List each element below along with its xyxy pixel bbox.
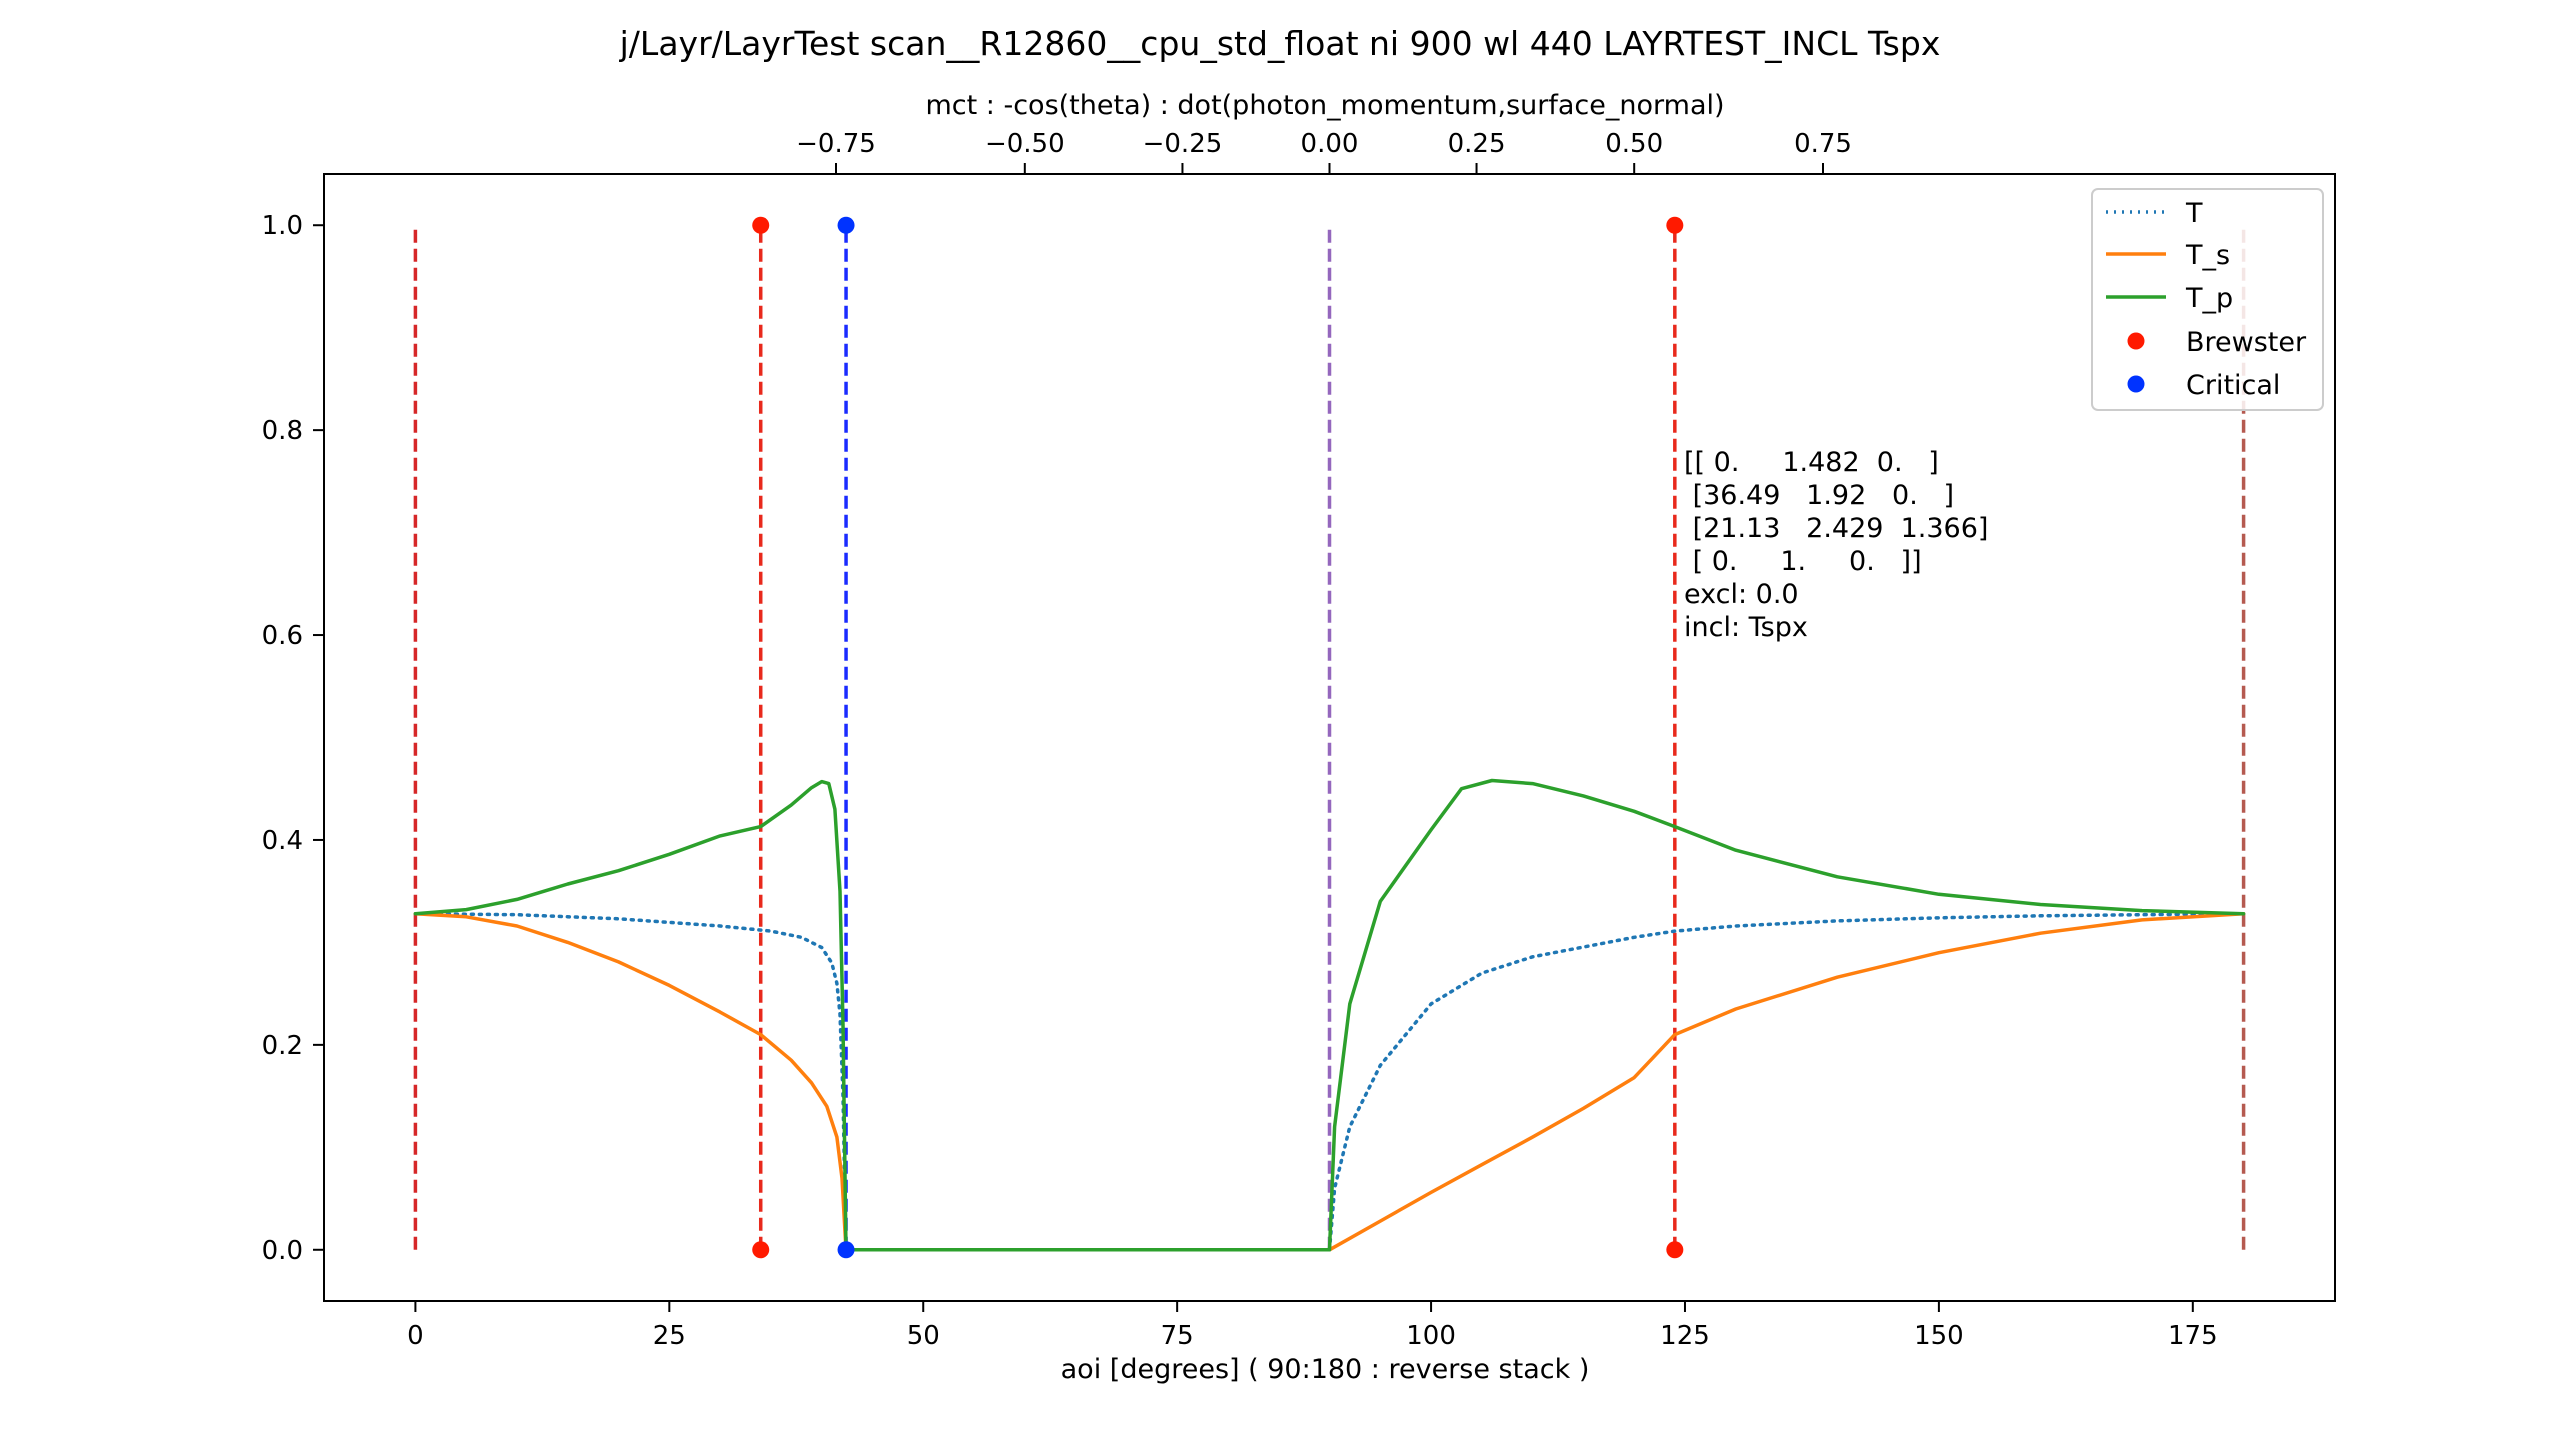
top-tick-label: 0.75 — [1794, 129, 1852, 159]
top-tick-label: 0.00 — [1301, 129, 1359, 159]
y-tick-label: 0.0 — [262, 1236, 303, 1266]
y-tick-label: 0.6 — [262, 621, 303, 651]
legend-frame — [2091, 188, 2324, 411]
legend-marker-critical — [2127, 375, 2145, 393]
brewster-point-2 — [1666, 216, 1684, 234]
critical-point-0 — [837, 216, 855, 234]
chart-title: j/Layr/LayrTest scan__R12860__cpu_std_fl… — [619, 24, 1941, 63]
series-line-t — [413, 911, 2246, 1252]
y-tick-label: 0.2 — [262, 1031, 303, 1061]
annotation-line-0: [[ 0. 1.482 0. ] — [1684, 447, 1939, 478]
legend: T T_s T_p Brewster Critical — [2091, 188, 2324, 411]
y-tick-label: 0.4 — [262, 826, 303, 856]
x-tick-label: 50 — [907, 1321, 940, 1351]
legend-label: Critical — [2186, 370, 2280, 401]
annotation-line-4: excl: 0.0 — [1684, 579, 1799, 610]
brewster-point-3 — [1666, 1241, 1684, 1259]
annotation-box: [[ 0. 1.482 0. ] [36.49 1.92 0. ] [21.13… — [1684, 447, 1988, 643]
y-tick-label: 0.8 — [262, 416, 303, 446]
plot-area — [413, 216, 2246, 1259]
legend-label: T_s — [2185, 240, 2230, 271]
top-tick-label: −0.75 — [796, 129, 876, 159]
y-tick-label: 1.0 — [262, 211, 303, 241]
x-tick-label: 25 — [653, 1321, 686, 1351]
legend-marker-brewster — [2127, 332, 2145, 350]
axes: 0 25 50 75 100 125 150 175 0.0 0.2 0.4 0.6 0.8 1.0 −0.… — [262, 129, 2336, 1351]
top-tick-label: 0.25 — [1448, 129, 1506, 159]
legend-label: T — [2185, 198, 2203, 229]
series-line-t-p — [413, 778, 2246, 1252]
x-tick-label: 150 — [1914, 1321, 1964, 1351]
x-tick-label: 0 — [407, 1321, 424, 1351]
x-tick-label: 175 — [2168, 1321, 2218, 1351]
x-tick-label: 125 — [1660, 1321, 1710, 1351]
annotation-line-2: [21.13 2.429 1.366] — [1684, 513, 1988, 544]
brewster-point-0 — [752, 216, 770, 234]
annotation-line-1: [36.49 1.92 0. ] — [1684, 480, 1954, 511]
x-tick-label: 100 — [1406, 1321, 1456, 1351]
x-tick-label: 75 — [1161, 1321, 1194, 1351]
legend-label: Brewster — [2186, 327, 2307, 358]
top-tick-label: −0.25 — [1143, 129, 1223, 159]
annotation-line-3: [ 0. 1. 0. ]] — [1684, 546, 1922, 577]
brewster-point-1 — [752, 1241, 770, 1259]
top-axis-label: mct : -cos(theta) : dot(photon_momentum,… — [925, 90, 1724, 121]
x-axis-label: aoi [degrees] ( 90:180 : reverse stack ) — [1061, 1354, 1590, 1385]
annotation-line-5: incl: Tspx — [1684, 612, 1808, 643]
top-tick-label: 0.50 — [1605, 129, 1663, 159]
critical-point-1 — [837, 1241, 855, 1259]
top-tick-label: −0.50 — [985, 129, 1065, 159]
legend-label: T_p — [2185, 283, 2233, 314]
